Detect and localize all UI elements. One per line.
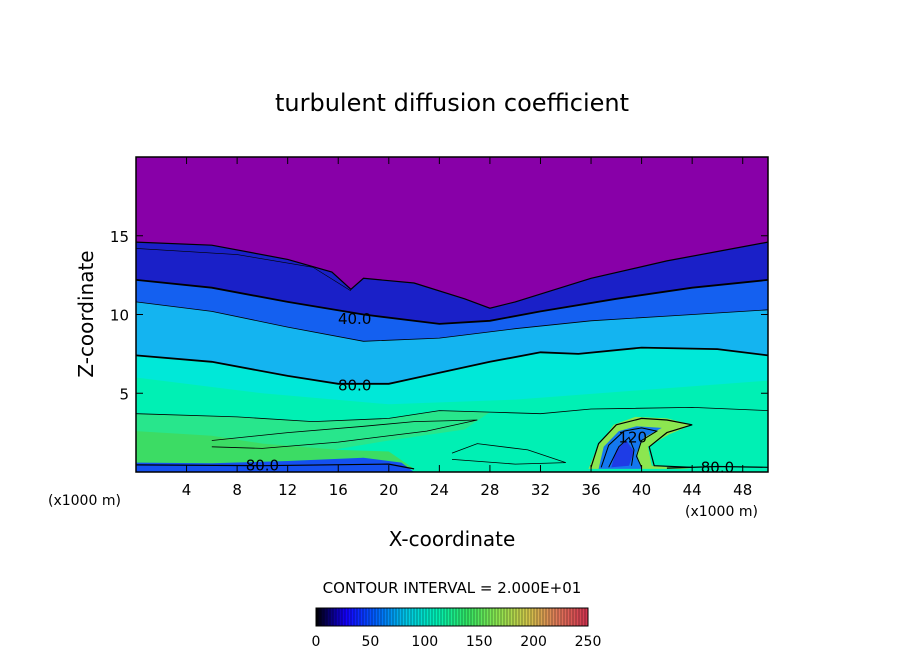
colorbar-frame	[315, 607, 589, 627]
x-tick-label: 8	[232, 481, 242, 499]
y-tick-label: 10	[110, 307, 129, 325]
x-tick-label: 44	[683, 481, 702, 499]
field-layer	[136, 157, 768, 472]
x-tick-label: 32	[531, 481, 550, 499]
contour-100	[136, 406, 768, 423]
y-axis-label: Z-coordinate	[74, 250, 98, 377]
rotor-core	[611, 440, 634, 468]
contour-80-right	[666, 465, 768, 469]
contour-upper-thin	[136, 248, 352, 292]
x-axis-ticks: 4 8 12 16 20 24 28 32 36 40 44 48	[182, 157, 752, 499]
colorbar-tick-label: 100	[411, 634, 438, 650]
low-level-bubble	[136, 457, 415, 472]
x-unit-left: (x1000 m)	[48, 493, 121, 509]
contour-100-low	[451, 443, 566, 465]
contour-60	[136, 301, 768, 342]
y-tick-label: 15	[110, 228, 129, 246]
contour-140	[608, 436, 635, 468]
contour-lines	[136, 241, 768, 470]
x-tick-label: 28	[480, 481, 499, 499]
x-tick-label: 4	[182, 481, 192, 499]
x-tick-label: 24	[430, 481, 449, 499]
x-axis-label: X-coordinate	[389, 527, 516, 551]
contour-20	[136, 241, 768, 309]
contour-interval-text: CONTOUR INTERVAL = 2.000E+01	[323, 579, 582, 597]
x-tick-label: 48	[733, 481, 752, 499]
colorbar-tick-label: 200	[520, 634, 547, 650]
colorbar-tick-label: 150	[466, 634, 493, 650]
contour-labels: 40.0 80.0 80.0 120 80.0	[246, 310, 734, 476]
contour-label: 80.0	[246, 457, 279, 475]
colorbar-ticks: 0 50 100 150 200 250	[312, 634, 602, 650]
x-tick-label: 20	[379, 481, 398, 499]
contour-100-inner	[211, 419, 478, 449]
colorbar	[315, 607, 589, 627]
contour-label: 40.0	[338, 310, 371, 328]
contour-40	[136, 279, 768, 325]
contour-120-inner	[600, 427, 659, 468]
x-tick-label: 16	[329, 481, 348, 499]
chart-title: turbulent diffusion coefficient	[275, 89, 629, 117]
contour-120	[590, 417, 693, 468]
colorbar-tick-label: 0	[312, 634, 321, 650]
x-tick-label: 36	[581, 481, 600, 499]
contour-label: 120	[618, 428, 647, 446]
x-unit-right: (x1000 m)	[685, 504, 758, 520]
y-tick-label: 5	[119, 385, 129, 403]
x-tick-label: 12	[278, 481, 297, 499]
x-tick-label: 40	[632, 481, 651, 499]
y-axis-ticks: 5 10 15	[110, 228, 768, 403]
colorbar-tick-label: 50	[361, 634, 379, 650]
contour-label: 80.0	[701, 458, 734, 476]
colorbar-tick-label: 250	[575, 634, 602, 650]
contour-label: 80.0	[338, 376, 371, 394]
contour-80-ground	[136, 463, 415, 470]
contour-80	[136, 346, 768, 385]
